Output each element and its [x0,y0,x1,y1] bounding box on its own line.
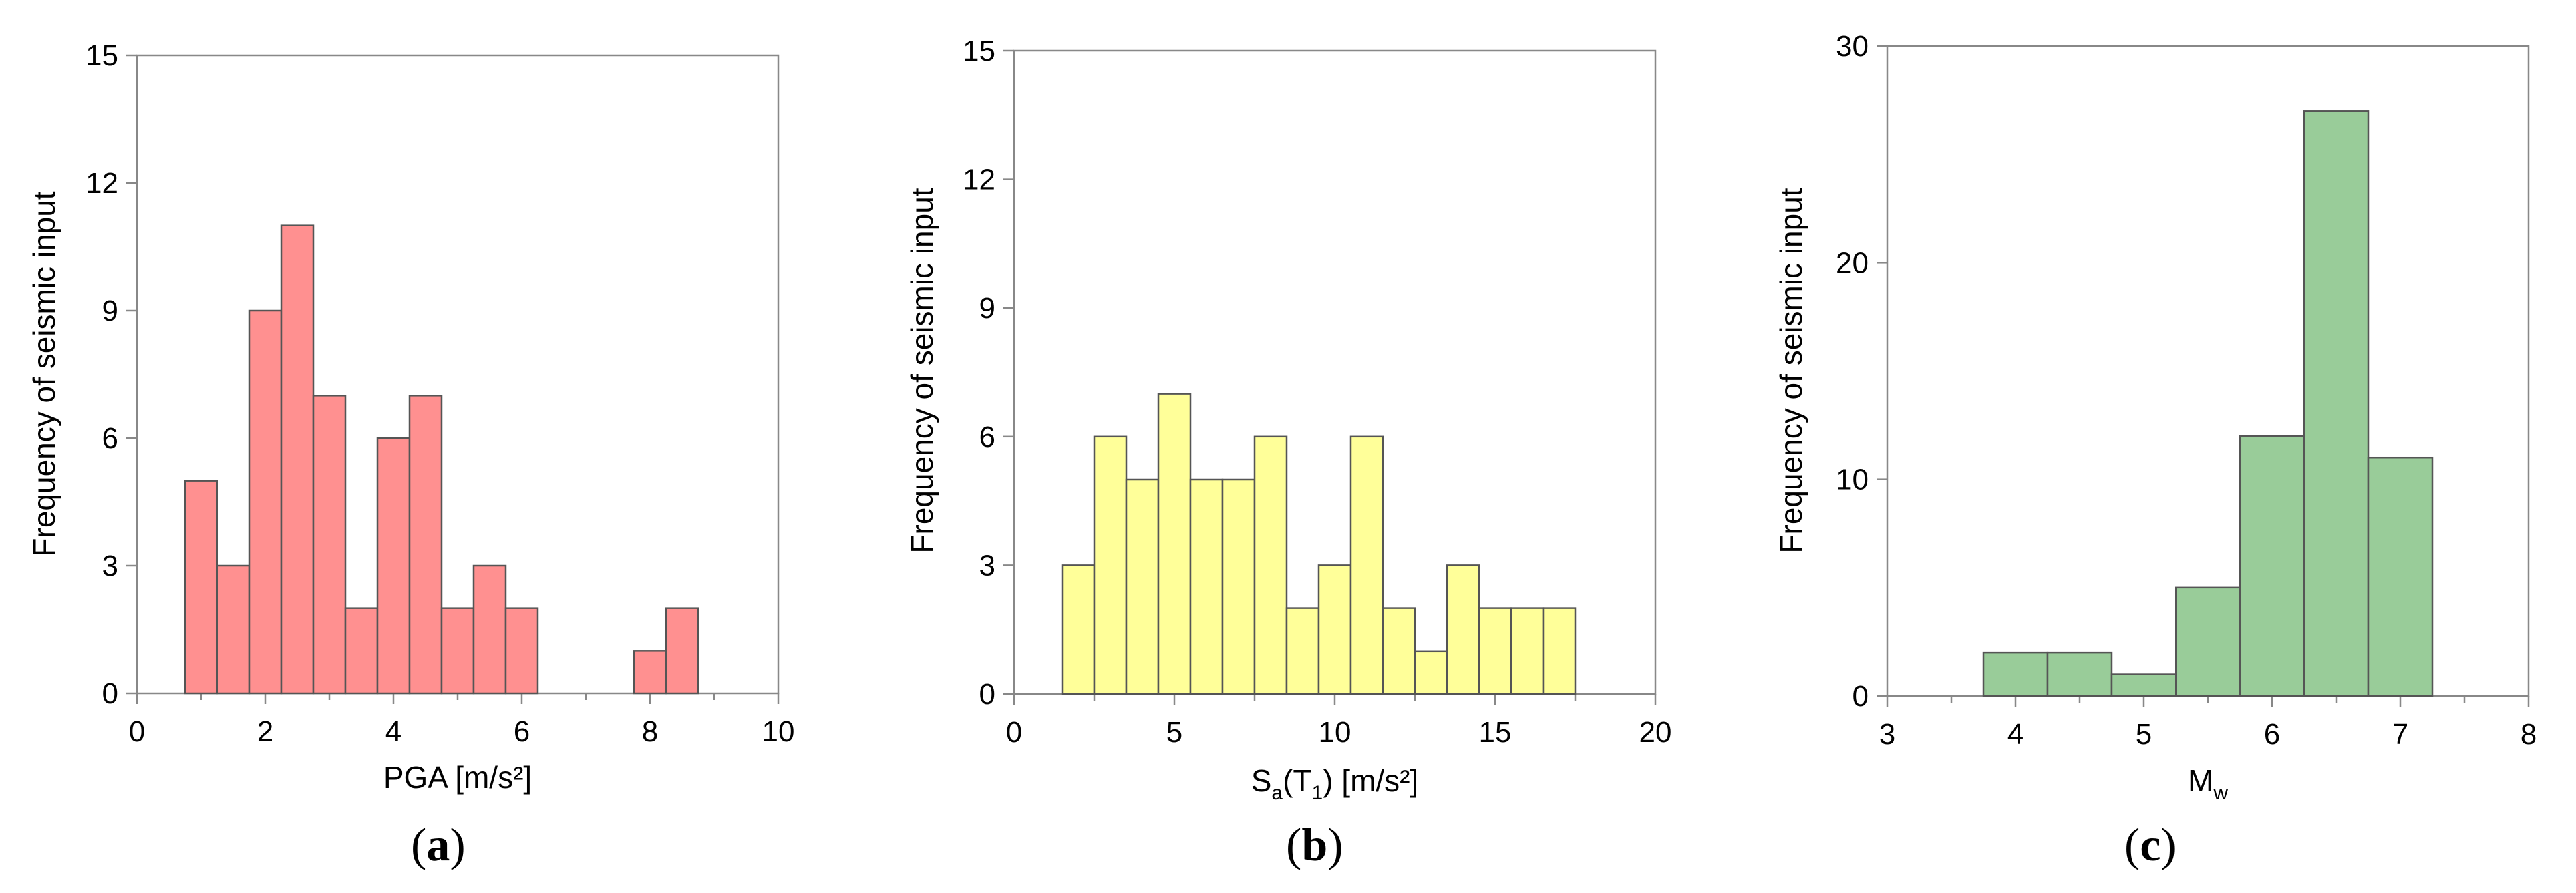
x-tick-label: 0 [1006,716,1022,749]
histogram-bar [344,607,379,695]
histogram-bar [2110,673,2177,697]
y-tick-label: 15 [86,39,118,72]
y-tick-label: 3 [979,549,995,582]
x-tick-label: 7 [2392,718,2408,751]
histogram-bar [408,395,443,695]
histogram-bar [1125,478,1160,695]
histogram-bar [1542,607,1577,695]
histogram-bar [280,224,315,695]
x-label-end: ) [m/s²] [1323,763,1418,798]
x-tick-label: 5 [1166,716,1182,749]
histogram-bar [1093,435,1128,695]
histogram-bar [1061,564,1096,695]
y-tick-label: 12 [963,164,995,196]
x-label-main: M [2188,763,2213,798]
y-tick-label: 15 [963,35,995,67]
x-tick-label: 4 [2007,718,2024,751]
y-tick-label: 0 [102,677,118,710]
tick-group: 0 3 6 9 12 15 0 5 10 15 20 [963,35,1671,749]
histogram-bar [2239,435,2305,697]
y-tick-label: 0 [979,678,995,711]
panel-letter-b: b [1301,820,1327,871]
histogram-bar [184,480,218,695]
histogram-bar [2175,586,2241,697]
x-tick-label: 3 [1879,718,1895,751]
histogram-bar [1446,564,1480,695]
y-tick-label: 0 [1853,680,1869,713]
x-tick-label: 15 [1479,716,1512,749]
histogram-bar [312,395,347,695]
panel-label-b: (b) [1286,820,1343,871]
histogram-bar [1982,651,2049,697]
histogram-bar [2303,110,2370,697]
histogram-bar [1349,435,1384,695]
histogram-bar [1478,607,1512,695]
y-tick-label: 6 [979,421,995,454]
x-label-main: S [1251,763,1272,798]
histogram-pga: 0 3 6 9 12 15 0 2 4 6 8 10 PGA [m/s²] Frequency of … [27,39,794,871]
histogram-bar [1221,478,1256,695]
y-tick-label: 9 [102,295,118,327]
histogram-bar [504,607,539,695]
panel-letter-a: a [426,820,450,871]
x-label-sub-a: a [1271,782,1283,804]
x-tick-label: 0 [129,715,145,748]
histogram-bar [1189,478,1224,695]
panel-label-a: (a) [411,820,466,871]
x-axis-label: Sa(T1) [m/s²] [1251,763,1419,804]
histogram-bar [472,564,507,695]
x-tick-label: 8 [642,715,658,748]
histogram-bar [1157,393,1192,695]
x-tick-label: 2 [257,715,273,748]
histogram-bar [1317,564,1352,695]
histogram-mw: 0 10 20 30 3 4 5 6 7 8 Mw Frequency of seismic in… [1774,30,2537,871]
y-axis-label: Frequency of seismic input [1774,188,1808,553]
histogram-bar [1253,435,1288,695]
x-tick-label: 10 [1319,716,1351,749]
x-label-sub-1: 1 [1312,782,1323,804]
histogram-bar [1510,607,1545,695]
y-tick-label: 9 [979,292,995,325]
x-tick-label: 4 [385,715,401,748]
histogram-bar [2367,456,2434,697]
x-tick-label: 6 [2264,718,2280,751]
histogram-sa: 0 3 6 9 12 15 0 5 10 15 20 Sa(T1) [m/s²] Frequency… [905,35,1671,871]
x-tick-label: 6 [514,715,530,748]
x-tick-label: 20 [1639,716,1672,749]
histogram-bar [376,437,411,695]
y-tick-label: 3 [102,550,118,582]
bar-group [1061,393,1577,695]
y-tick-label: 12 [86,167,118,200]
histogram-bar [1285,607,1320,695]
histogram-bar [216,564,251,695]
y-axis-label: Frequency of seismic input [905,188,939,553]
bar-group [1982,110,2434,697]
histogram-bar [633,650,667,695]
x-label-mid: (T [1283,763,1311,798]
x-tick-label: 5 [2136,718,2152,751]
panel-label-c: (c) [2124,820,2177,871]
histogram-bar [665,607,699,695]
x-label-sub: w [2213,782,2228,804]
histogram-bar [1414,650,1448,695]
histogram-bar [2046,651,2113,697]
tick-group: 0 3 6 9 12 15 0 2 4 6 8 10 [86,39,794,748]
x-tick-label: 8 [2521,718,2537,751]
histogram-bar [440,607,475,695]
x-axis-label: PGA [m/s²] [383,760,532,795]
y-tick-label: 20 [1836,246,1869,279]
tick-group: 0 10 20 30 3 4 5 6 7 8 [1836,30,2537,751]
panel-letter-c: c [2140,820,2160,871]
y-tick-label: 6 [102,422,118,455]
y-axis-label: Frequency of seismic input [27,191,61,556]
y-tick-label: 10 [1836,464,1869,496]
x-tick-label: 10 [762,715,795,748]
y-tick-label: 30 [1836,30,1869,63]
bar-group [184,224,699,695]
histogram-bar [1382,607,1416,695]
x-axis-label: Mw [2188,763,2228,804]
histogram-bar [248,309,283,695]
